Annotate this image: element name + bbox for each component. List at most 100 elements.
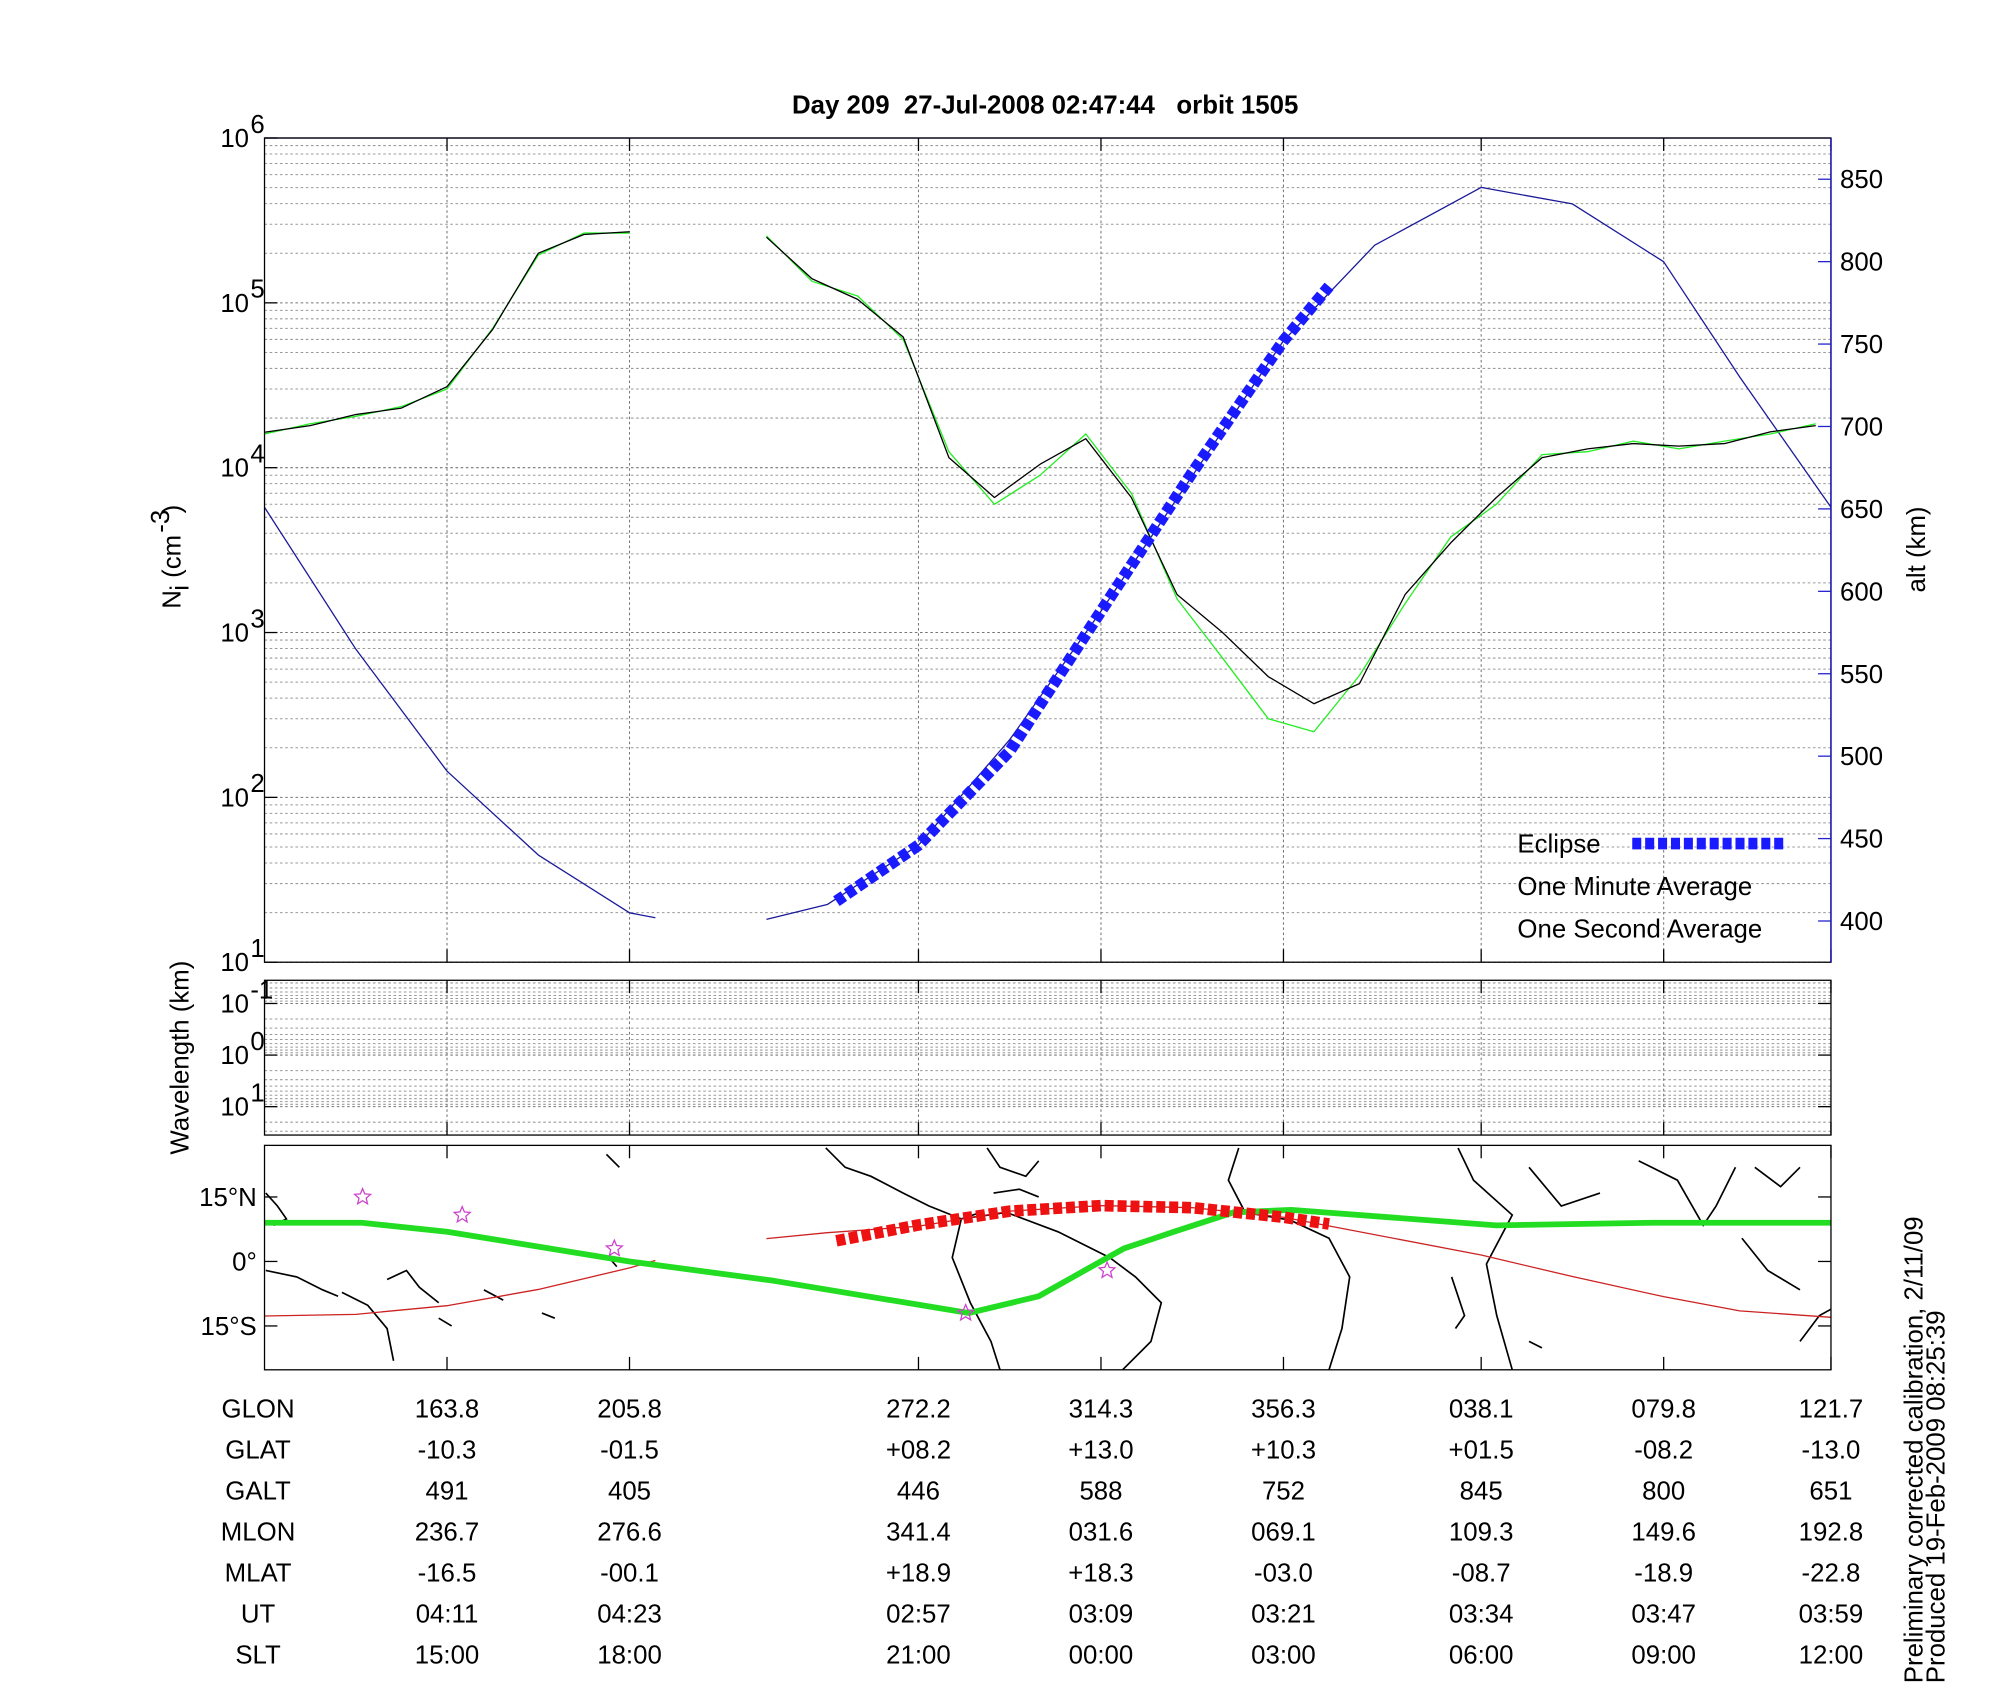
coastline [825,1147,1163,1371]
table-row-label: SLT [235,1642,281,1670]
note: Preliminary corrected calibration, 2/11/… [1901,1216,1929,1683]
y-tick-exponent: 0 [250,1028,264,1056]
table-cell: 18:00 [597,1642,662,1670]
y-tick-label: 10 [220,620,249,648]
table-cell: 272.2 [886,1396,951,1424]
table-cell: 276.6 [597,1519,662,1547]
y-tick-exponent: 2 [250,770,264,798]
table-cell: 845 [1460,1478,1503,1506]
ylabel-text: N [159,590,187,609]
y-tick-exponent: 3 [250,605,264,633]
table-cell: 03:59 [1799,1601,1864,1629]
y-tick-exponent: 1 [250,935,264,963]
table-cell: +08.2 [886,1437,951,1465]
table-cell: 069.1 [1251,1519,1316,1547]
table-cell: -13.0 [1802,1437,1861,1465]
table-cell: -22.8 [1802,1560,1861,1588]
y-tick-label: 15°S [201,1313,257,1341]
ylabel-sup: -3 [147,510,175,533]
y-axis-label: N i (cm -3 ) Wavelength (km) Preliminary… [147,505,1950,1683]
star-marker [452,1204,472,1224]
table-cell: -03.0 [1254,1560,1313,1588]
table-cell: 752 [1262,1478,1305,1506]
y-tick-label: 15°N [199,1184,257,1212]
series-line [835,1199,1330,1247]
table-cell: -18.9 [1634,1560,1693,1588]
y-tick-label: 10 [220,991,249,1019]
table-cell: 800 [1642,1478,1685,1506]
table-cell: 341.4 [886,1519,951,1547]
ylabel-close: ) [159,505,187,514]
ylabel-unit: (cm [159,535,187,578]
table-cell: 04:23 [597,1601,662,1629]
table-cell: 079.8 [1631,1396,1696,1424]
table-cell: 491 [425,1478,468,1506]
table-row-label: UT [241,1601,276,1629]
y2-tick-label: 600 [1840,578,1883,606]
table-cell: +13.0 [1068,1437,1133,1465]
note: Produced 19-Feb-2009 08:25:39 [1923,1310,1951,1683]
table-cell: 205.8 [597,1396,662,1424]
legend-label: One Minute Average [1517,873,1752,901]
table-cell: 03:00 [1251,1642,1316,1670]
table-cell: 192.8 [1799,1519,1864,1547]
y-tick-exponent: 5 [250,276,264,304]
table-cell: 356.3 [1251,1396,1316,1424]
table-cell: 149.6 [1631,1519,1696,1547]
table-cell: 588 [1079,1478,1122,1506]
star-marker [956,1303,976,1322]
plot-frame [263,1144,1832,1371]
table-row-label: MLAT [225,1560,292,1588]
table-cell: 163.8 [415,1396,480,1424]
table-cell: 12:00 [1799,1642,1864,1670]
table-cell: 651 [1809,1478,1852,1506]
y-tick-label: 10 [220,290,249,318]
y2-tick-label: 750 [1840,331,1883,359]
star-marker [352,1186,373,1206]
table-cell: +18.9 [886,1560,951,1588]
y2-tick-label: 500 [1840,743,1883,771]
table-cell: 236.7 [415,1519,480,1547]
y2-tick-label: 450 [1840,826,1883,854]
y-tick-label: 10 [220,1042,249,1070]
table-cell: 09:00 [1631,1642,1696,1670]
y-tick-exponent: 1 [250,1080,264,1108]
y2-tick-label: 400 [1840,908,1883,936]
table-cell: 03:47 [1631,1601,1696,1629]
y2-tick-label: 800 [1840,249,1883,277]
y2-axis-label: alt (km) [1903,506,1931,592]
y-tick-label: 0° [232,1248,257,1276]
table-row-label: MLON [221,1519,296,1547]
table-cell: -08.7 [1452,1560,1511,1588]
star-marker [604,1238,624,1257]
legend-label: One Second Average [1517,916,1762,944]
chart-title: Day 209 27-Jul-2008 02:47:44 orbit 1505 [792,92,1298,120]
y-tick-label: 10 [220,784,249,812]
table-cell: 03:21 [1251,1601,1316,1629]
table-cell: 04:11 [416,1601,479,1629]
table-row-label: GLON [222,1396,295,1424]
table-cell: 405 [608,1478,651,1506]
table-cell: 00:00 [1069,1642,1134,1670]
table-cell: 121.7 [1799,1396,1864,1424]
y-tick-label: 10 [220,125,249,153]
y-tick-exponent: 4 [250,441,264,469]
coastline [265,1153,620,1361]
table-cell: -00.1 [600,1560,659,1588]
y2-tick-label: 850 [1840,166,1883,194]
ylabel-sub: i [166,585,194,591]
table-cell: 03:09 [1069,1601,1134,1629]
star-marker [1097,1260,1117,1279]
table-cell: 21:00 [886,1642,951,1670]
table-row-label: GALT [225,1478,291,1506]
y-tick-label: 10 [220,1094,249,1122]
y-tick-label: 10 [220,455,249,483]
table-cell: -08.2 [1634,1437,1693,1465]
table-cell: -01.5 [600,1437,659,1465]
table-cell: 314.3 [1069,1396,1134,1424]
table-cell: +18.3 [1068,1560,1133,1588]
y2-tick-label: 700 [1840,414,1883,442]
table-cell: +10.3 [1251,1437,1316,1465]
